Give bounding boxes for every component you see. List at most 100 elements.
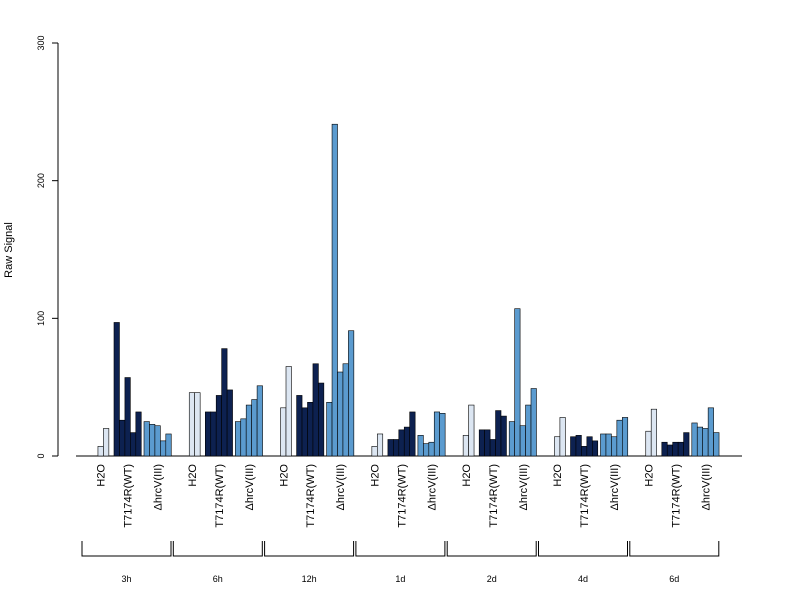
bar [417, 435, 424, 457]
bar [707, 407, 714, 457]
axis-layer: 0 100 200 300 [36, 35, 742, 459]
bar [661, 441, 668, 457]
category-label: H2O [461, 464, 473, 487]
bar [307, 402, 314, 457]
category-label: T7174R(WT) [579, 464, 591, 528]
bar [221, 348, 228, 457]
bar [672, 441, 679, 457]
category-label: T7174R(WT) [305, 464, 317, 528]
bar [468, 404, 475, 457]
bar [478, 429, 485, 457]
bar [621, 417, 629, 457]
bar [97, 446, 104, 457]
bar [616, 419, 623, 457]
bar [645, 430, 652, 457]
bar [226, 389, 233, 457]
y-tick-label: 200 [36, 173, 46, 188]
category-label: ΔhrcV(III) [427, 464, 439, 510]
bar [113, 322, 120, 457]
timepoint-bracket [264, 541, 355, 557]
bar [495, 410, 502, 457]
bar [143, 421, 150, 457]
bar [312, 363, 319, 457]
bar [387, 439, 394, 457]
bar [205, 411, 212, 457]
bar [245, 404, 252, 457]
bar [124, 377, 131, 457]
category-label: ΔhrcV(III) [153, 464, 165, 510]
bar [484, 429, 491, 457]
y-tick-label: 0 [36, 453, 46, 458]
bar [500, 415, 507, 457]
category-label: ΔhrcV(III) [518, 464, 530, 510]
category-label: H2O [552, 464, 564, 487]
bars-layer [97, 123, 720, 457]
bar [165, 433, 172, 457]
bar [713, 432, 720, 457]
bar [525, 404, 532, 457]
bar [210, 411, 217, 457]
category-label: ΔhrcV(III) [335, 464, 347, 510]
bar [403, 426, 410, 457]
bar [462, 435, 469, 457]
bar [677, 441, 684, 457]
timepoint-label: 6d [669, 574, 679, 584]
bar [508, 421, 515, 457]
bar [130, 432, 137, 457]
bar [296, 395, 303, 457]
y-axis-label: Raw Signal [3, 222, 15, 278]
category-label: T7174R(WT) [123, 464, 135, 528]
bar [530, 388, 537, 457]
bar [428, 441, 435, 457]
category-label: ΔhrcV(III) [244, 464, 256, 510]
bar [215, 395, 222, 457]
bar [409, 411, 416, 457]
labels-layer: H2O T7174R(WT) ΔhrcV(III) 3h H2O T7174R(WT) Δh… [81, 464, 720, 584]
bar [586, 436, 593, 457]
bar [337, 371, 344, 457]
bar [376, 433, 384, 457]
timepoint-bracket [629, 541, 720, 557]
category-label: ΔhrcV(III) [609, 464, 621, 510]
bar [149, 424, 156, 457]
timepoint-label: 4d [578, 574, 588, 584]
bar [605, 433, 612, 457]
bar [683, 432, 690, 457]
timepoint-label: 1d [395, 574, 405, 584]
bar [235, 421, 242, 457]
timepoint-bracket [355, 541, 446, 557]
bar [559, 417, 566, 457]
category-label: T7174R(WT) [214, 464, 226, 528]
bar [154, 425, 161, 457]
bar [348, 330, 355, 457]
bar [326, 402, 333, 457]
bar [331, 123, 338, 457]
timepoint-bracket [172, 541, 263, 557]
timepoint-label: 2d [487, 574, 497, 584]
bar [650, 408, 657, 457]
bar [514, 308, 521, 457]
bar [433, 411, 440, 457]
bar [240, 418, 247, 457]
category-label: H2O [187, 464, 199, 487]
bar [581, 446, 588, 457]
bar [342, 363, 349, 457]
bar [702, 428, 709, 457]
category-label: H2O [370, 464, 382, 487]
bar [103, 428, 110, 457]
category-label: T7174R(WT) [670, 464, 682, 528]
category-label: H2O [644, 464, 656, 487]
bar [194, 392, 201, 457]
bar [251, 399, 258, 457]
y-tick-label: 100 [36, 311, 46, 326]
timepoint-label: 12h [302, 574, 317, 584]
category-label: H2O [96, 464, 108, 487]
timepoint-label: 6h [213, 574, 223, 584]
bar [570, 436, 577, 457]
category-label: T7174R(WT) [488, 464, 500, 528]
bar [519, 425, 526, 457]
bar [554, 436, 561, 457]
bar [489, 439, 496, 457]
category-label: H2O [278, 464, 290, 487]
